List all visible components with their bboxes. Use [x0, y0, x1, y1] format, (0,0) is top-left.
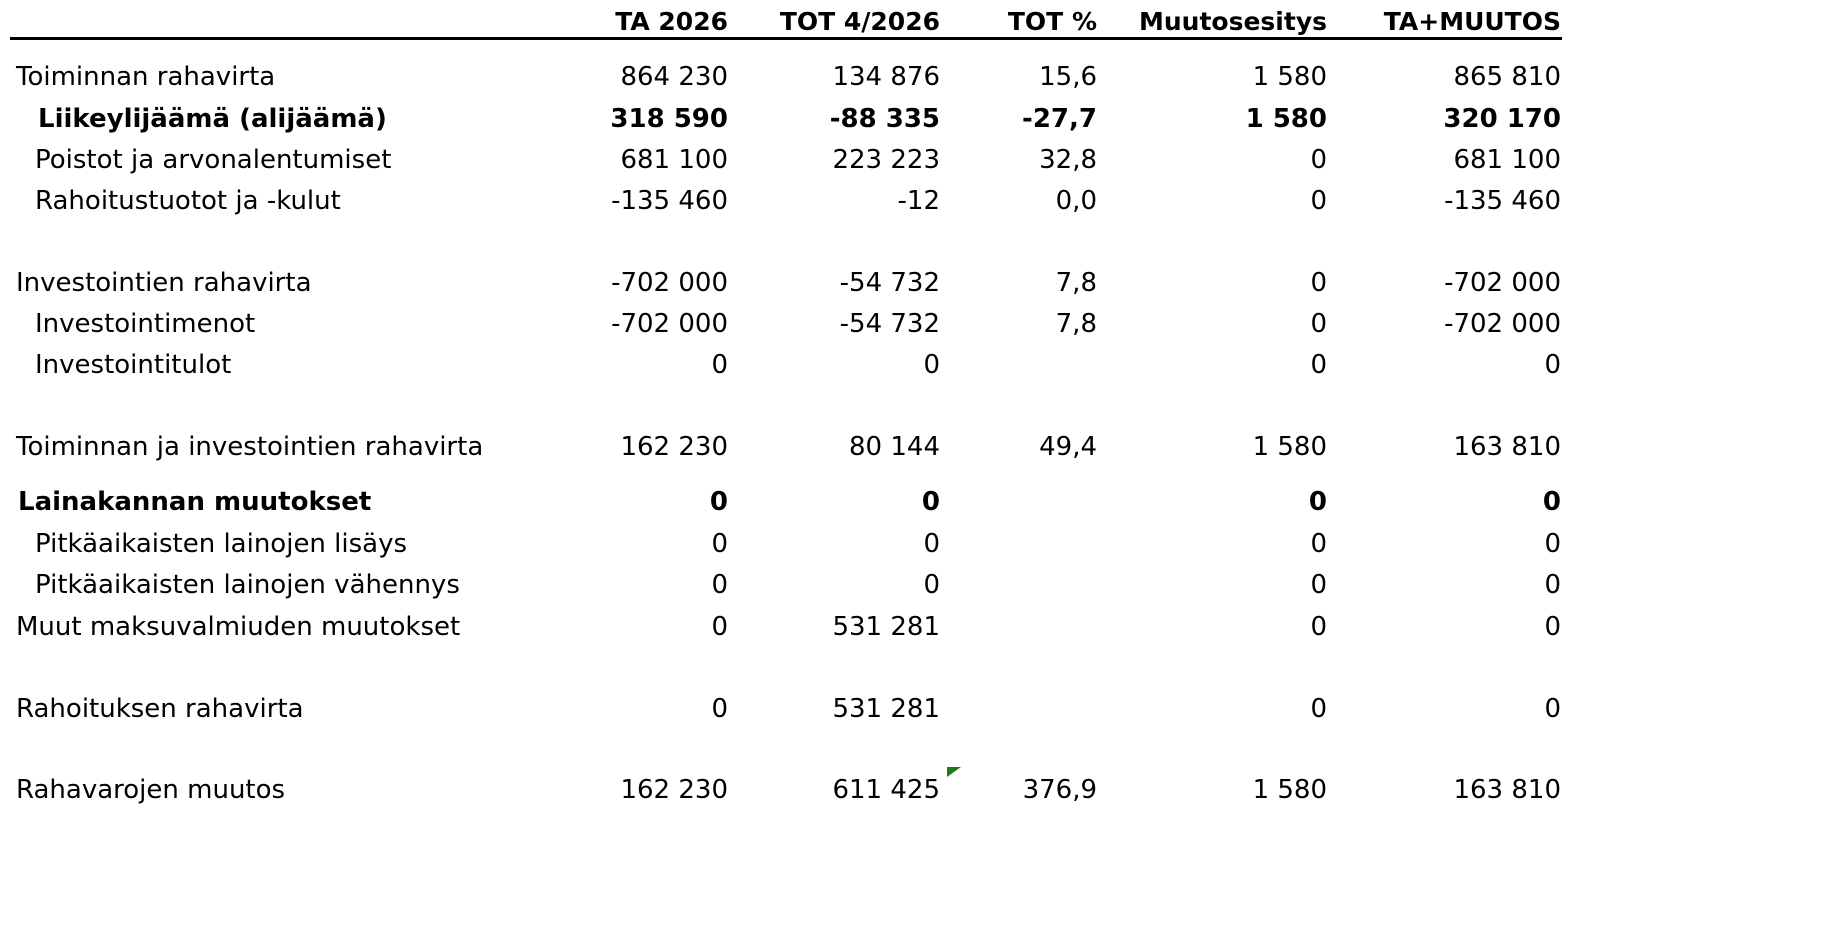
column-header: TA 2026 — [615, 7, 728, 36]
cell-value: 15,6 — [1039, 62, 1097, 92]
row-label: Rahavarojen muutos — [16, 775, 286, 805]
cell-value: 0 — [923, 529, 940, 559]
cell-value: 0,0 — [1055, 186, 1097, 216]
cell-value: -702 000 — [1444, 309, 1561, 339]
row-label: Pitkäaikaisten lainojen lisäys — [35, 529, 408, 559]
column-header: TA+MUUTOS — [1383, 7, 1561, 36]
cell-value: 0 — [711, 694, 728, 724]
cell-value: 7,8 — [1055, 309, 1097, 339]
cell-value: -54 732 — [839, 268, 940, 298]
cell-value: 7,8 — [1055, 268, 1097, 298]
cell-value: 0 — [923, 350, 940, 380]
cell-value: 0 — [1542, 487, 1561, 517]
cell-value: 0 — [711, 612, 728, 642]
cell-value: 0 — [923, 570, 940, 600]
row-label: Investointimenot — [35, 309, 256, 339]
cell-value: 1 580 — [1245, 104, 1327, 134]
cell-value: 0 — [1544, 529, 1561, 559]
cell-value: 0 — [1544, 694, 1561, 724]
cell-value: 865 810 — [1453, 62, 1561, 92]
cell-value: 0 — [1310, 186, 1327, 216]
cell-value: 223 223 — [832, 145, 940, 175]
cell-value: 0 — [1544, 612, 1561, 642]
cell-value: 1 580 — [1252, 775, 1327, 805]
header-rule — [10, 37, 1562, 40]
row-label: Liikeylijäämä (alijäämä) — [38, 104, 387, 134]
cell-value: -54 732 — [839, 309, 940, 339]
cell-value: 162 230 — [620, 432, 728, 462]
cell-value: 49,4 — [1039, 432, 1097, 462]
cell-value: 0 — [1544, 350, 1561, 380]
cell-value: 163 810 — [1453, 775, 1561, 805]
cell-indicator — [947, 767, 961, 777]
cell-value: 0 — [1310, 694, 1327, 724]
cell-value: 0 — [1308, 487, 1327, 517]
cell-value: 320 170 — [1443, 104, 1561, 134]
column-header: TOT 4/2026 — [779, 7, 940, 36]
row-label: Lainakannan muutokset — [18, 487, 372, 517]
cell-value: -12 — [897, 186, 940, 216]
row-label: Pitkäaikaisten lainojen vähennys — [35, 570, 460, 600]
cell-value: 162 230 — [620, 775, 728, 805]
cell-value: 0 — [711, 350, 728, 380]
row-label: Muut maksuvalmiuden muutokset — [16, 612, 461, 642]
cell-value: -27,7 — [1022, 104, 1097, 134]
cell-value: 0 — [1544, 570, 1561, 600]
cell-value: 163 810 — [1453, 432, 1561, 462]
row-label: Investointien rahavirta — [16, 268, 312, 298]
cell-value: -702 000 — [611, 309, 728, 339]
cell-value: -702 000 — [611, 268, 728, 298]
cell-value: -135 460 — [611, 186, 728, 216]
row-label: Rahoituksen rahavirta — [16, 694, 304, 724]
cell-value: 318 590 — [610, 104, 728, 134]
row-label: Toiminnan rahavirta — [16, 62, 276, 92]
cell-value: -88 335 — [829, 104, 940, 134]
cell-value: 0 — [1310, 309, 1327, 339]
cell-value: 0 — [921, 487, 940, 517]
cell-value: 0 — [709, 487, 728, 517]
cell-value: 0 — [1310, 612, 1327, 642]
cell-value: 611 425 — [832, 775, 940, 805]
cell-value: 0 — [1310, 350, 1327, 380]
cell-value: -135 460 — [1444, 186, 1561, 216]
column-header: Muutosesitys — [1138, 7, 1327, 36]
row-label: Investointitulot — [35, 350, 232, 380]
cell-value: 134 876 — [832, 62, 940, 92]
cell-value: -702 000 — [1444, 268, 1561, 298]
cell-value: 531 281 — [832, 612, 940, 642]
cell-value: 32,8 — [1039, 145, 1097, 175]
cell-value: 531 281 — [832, 694, 940, 724]
row-label: Toiminnan ja investointien rahavirta — [16, 432, 484, 462]
cell-value: 1 580 — [1252, 62, 1327, 92]
cell-value: 864 230 — [620, 62, 728, 92]
cell-value: 376,9 — [1022, 775, 1097, 805]
cell-value: 0 — [711, 529, 728, 559]
cell-value: 681 100 — [620, 145, 728, 175]
column-header: TOT % — [1007, 7, 1097, 36]
cell-value: 681 100 — [1453, 145, 1561, 175]
cell-value: 1 580 — [1252, 432, 1327, 462]
row-label: Rahoitustuotot ja -kulut — [35, 186, 341, 216]
cell-value: 0 — [1310, 570, 1327, 600]
cell-value: 0 — [1310, 145, 1327, 175]
cell-value: 80 144 — [849, 432, 940, 462]
row-label: Poistot ja arvonalentumiset — [35, 145, 392, 175]
cell-value: 0 — [1310, 268, 1327, 298]
cell-value: 0 — [711, 570, 728, 600]
cell-value: 0 — [1310, 529, 1327, 559]
